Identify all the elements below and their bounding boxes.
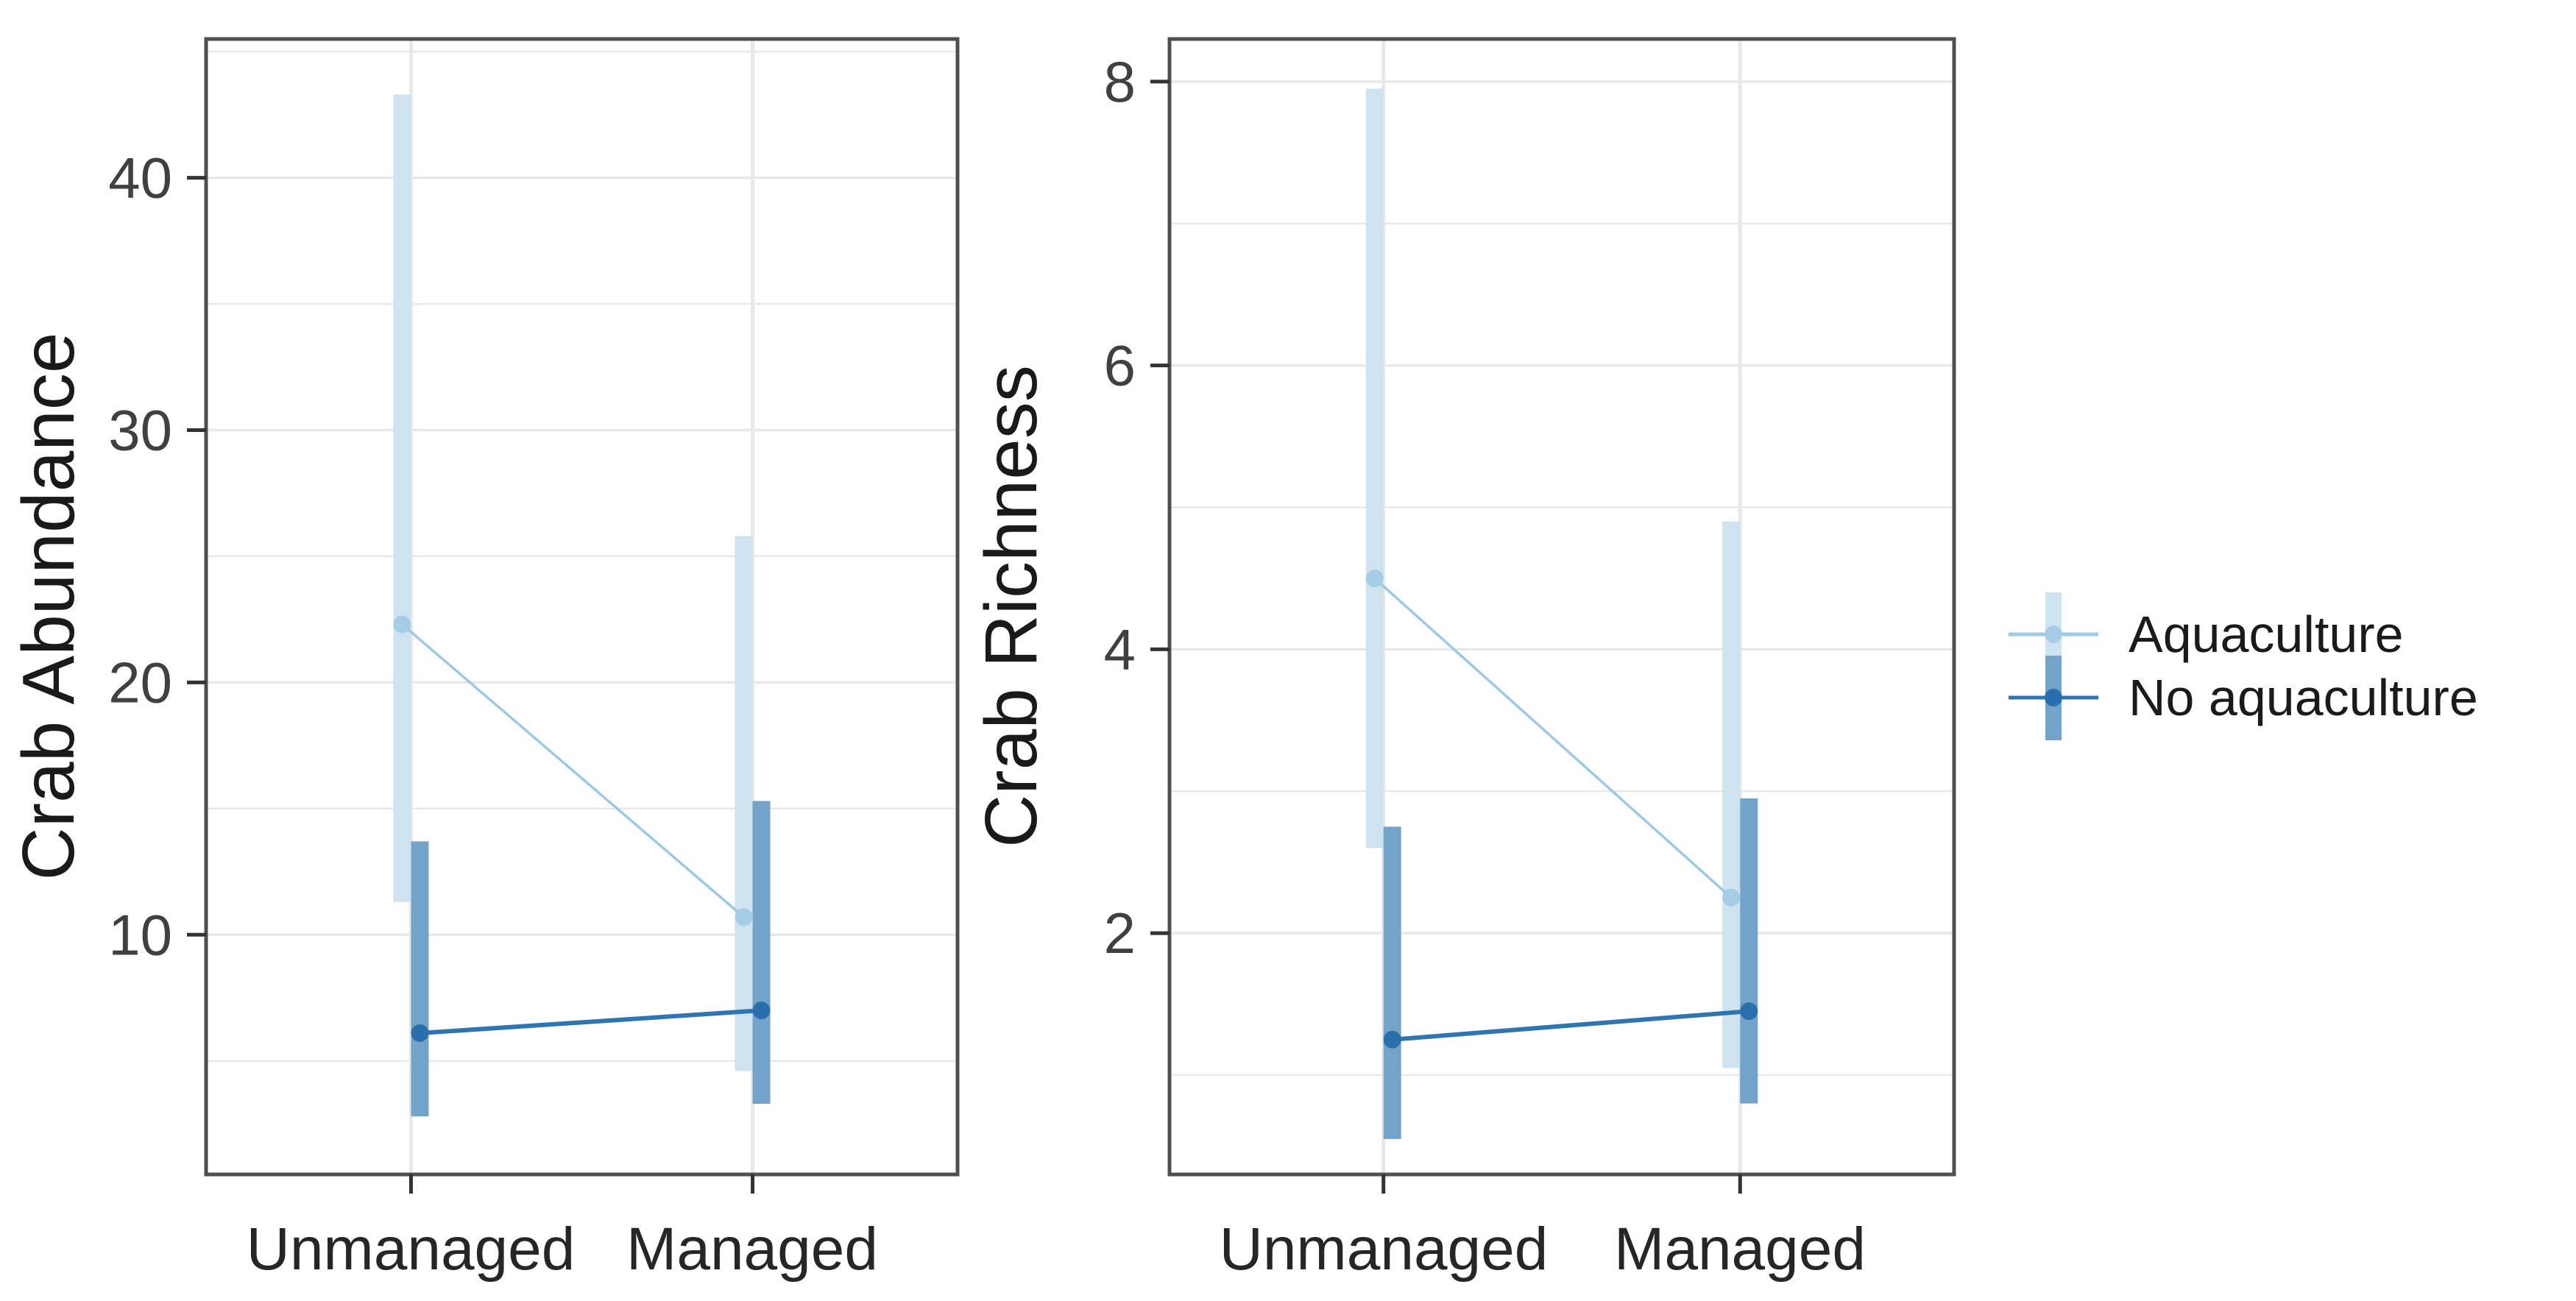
mean-point-no-aquaculture xyxy=(1383,1030,1401,1049)
mean-point-aquaculture xyxy=(393,615,411,634)
y-tick-label: 10 xyxy=(108,902,172,967)
mean-point-aquaculture xyxy=(1722,888,1741,907)
chart-layer: 10 20 30 40 2 4 6 8 xyxy=(108,37,1956,1194)
panel-border xyxy=(204,37,960,1177)
y-tick-label: 6 xyxy=(1104,333,1136,398)
y-tick-label: 4 xyxy=(1104,617,1136,681)
panel-crab-richness: 2 4 6 8 xyxy=(1104,37,1956,1194)
legend-key-point-aquaculture xyxy=(2045,625,2062,643)
ci-bar-aquaculture xyxy=(735,536,753,1071)
trend-line-no-aquaculture xyxy=(420,1008,762,1035)
ci-bar-no-aquaculture xyxy=(411,841,429,1117)
y-tick-label: 8 xyxy=(1104,49,1136,114)
mean-point-aquaculture xyxy=(735,908,753,926)
legend-label-no-aquaculture: No aquaculture xyxy=(2129,669,2478,726)
x-label-managed-left: Managed xyxy=(626,1216,878,1283)
y-axis-title-richness: Crab Richness xyxy=(970,365,1052,848)
y-tick-label: 30 xyxy=(108,397,172,462)
panel-crab-abundance: 10 20 30 40 xyxy=(108,37,960,1194)
mean-point-aquaculture xyxy=(1365,569,1384,587)
y-tick-label: 2 xyxy=(1104,901,1136,965)
legend: Aquaculture No aquaculture xyxy=(2009,592,2478,740)
legend-label-aquaculture: Aquaculture xyxy=(2129,606,2404,663)
y-axis-title-abundance: Crab Abundance xyxy=(7,332,90,880)
trend-line-aquaculture xyxy=(1373,577,1733,899)
x-label-unmanaged-right: Unmanaged xyxy=(1220,1216,1549,1283)
mean-point-no-aquaculture xyxy=(1740,1002,1758,1021)
panel-border xyxy=(1167,37,1956,1177)
x-label-managed-right: Managed xyxy=(1614,1216,1866,1283)
ci-bar-aquaculture xyxy=(1722,521,1741,1068)
trend-line-aquaculture xyxy=(401,623,745,918)
legend-item-aquaculture: Aquaculture xyxy=(2009,592,2404,677)
ci-bar-aquaculture xyxy=(1365,88,1384,848)
ci-bar-no-aquaculture xyxy=(1383,826,1401,1139)
legend-item-no-aquaculture: No aquaculture xyxy=(2009,656,2478,740)
y-tick-label: 40 xyxy=(108,146,172,210)
trend-line-no-aquaculture xyxy=(1392,1009,1749,1042)
ci-bar-aquaculture xyxy=(393,94,411,902)
mean-point-no-aquaculture xyxy=(411,1024,429,1042)
x-label-unmanaged-left: Unmanaged xyxy=(247,1216,576,1283)
ci-bar-no-aquaculture xyxy=(752,801,771,1104)
ci-bar-no-aquaculture xyxy=(1740,798,1758,1104)
mean-point-no-aquaculture xyxy=(752,1002,771,1020)
y-tick-label: 20 xyxy=(108,650,172,715)
legend-key-point-no-aquaculture xyxy=(2045,689,2062,706)
